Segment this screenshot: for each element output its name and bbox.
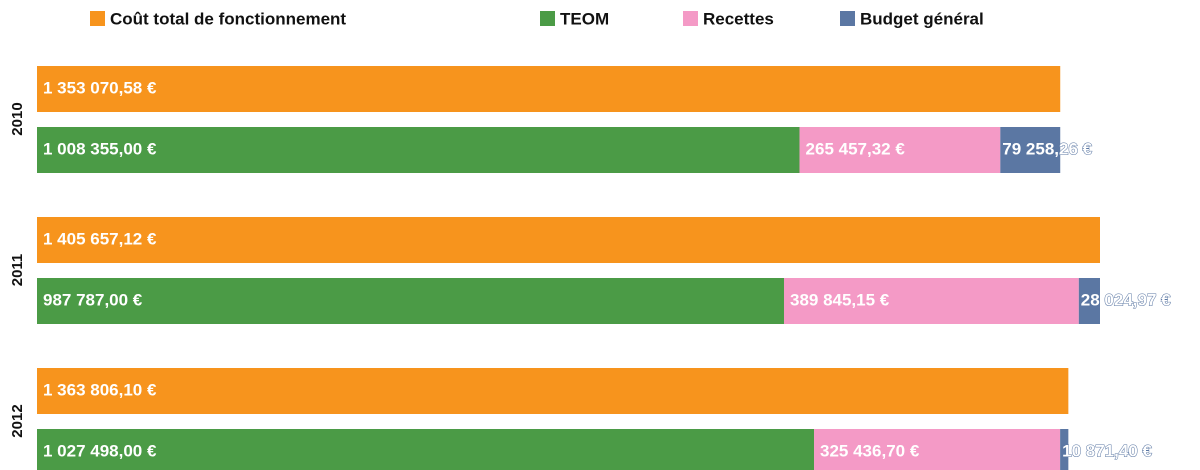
stack-segment [1000, 127, 1061, 173]
value-label: 10 871,40 € [1062, 441, 1152, 460]
value-label: 265 457,32 € [806, 139, 906, 158]
stack-segment [783, 278, 1079, 324]
legend-swatch [90, 11, 105, 26]
stack-segment [799, 127, 1001, 173]
stack-segment [37, 429, 815, 470]
value-label: 325 436,70 € [820, 441, 920, 460]
legend-swatch [683, 11, 698, 26]
value-label: 79 258,26 € [1002, 139, 1092, 158]
legend-label: Coût total de fonctionnement [110, 9, 346, 28]
year-label: 2012 [9, 404, 26, 437]
stack-segment [37, 278, 784, 324]
value-label: 1 363 806,10 € [43, 380, 157, 399]
value-label: 389 845,15 € [790, 290, 890, 309]
stack-segment [1060, 429, 1069, 470]
legend-label: Budget général [860, 9, 984, 28]
legend-swatch [540, 11, 555, 26]
legend-label: TEOM [560, 9, 609, 28]
total-bar [37, 368, 1069, 414]
legend-swatch [840, 11, 855, 26]
value-label: 987 787,00 € [43, 290, 143, 309]
value-label: 1 008 355,00 € [43, 139, 157, 158]
stack-segment [814, 429, 1061, 470]
year-label: 2011 [9, 254, 26, 287]
year-label: 2010 [9, 102, 26, 135]
value-label: 1 405 657,12 € [43, 229, 157, 248]
value-label: 1 027 498,00 € [43, 441, 157, 460]
total-bar [37, 217, 1100, 263]
total-bar [37, 66, 1061, 112]
value-label: 1 353 070,58 € [43, 78, 157, 97]
stack-segment [37, 127, 800, 173]
value-label: 28 024,97 € [1081, 290, 1171, 309]
stack-segment [1078, 278, 1100, 324]
legend-label: Recettes [703, 9, 774, 28]
